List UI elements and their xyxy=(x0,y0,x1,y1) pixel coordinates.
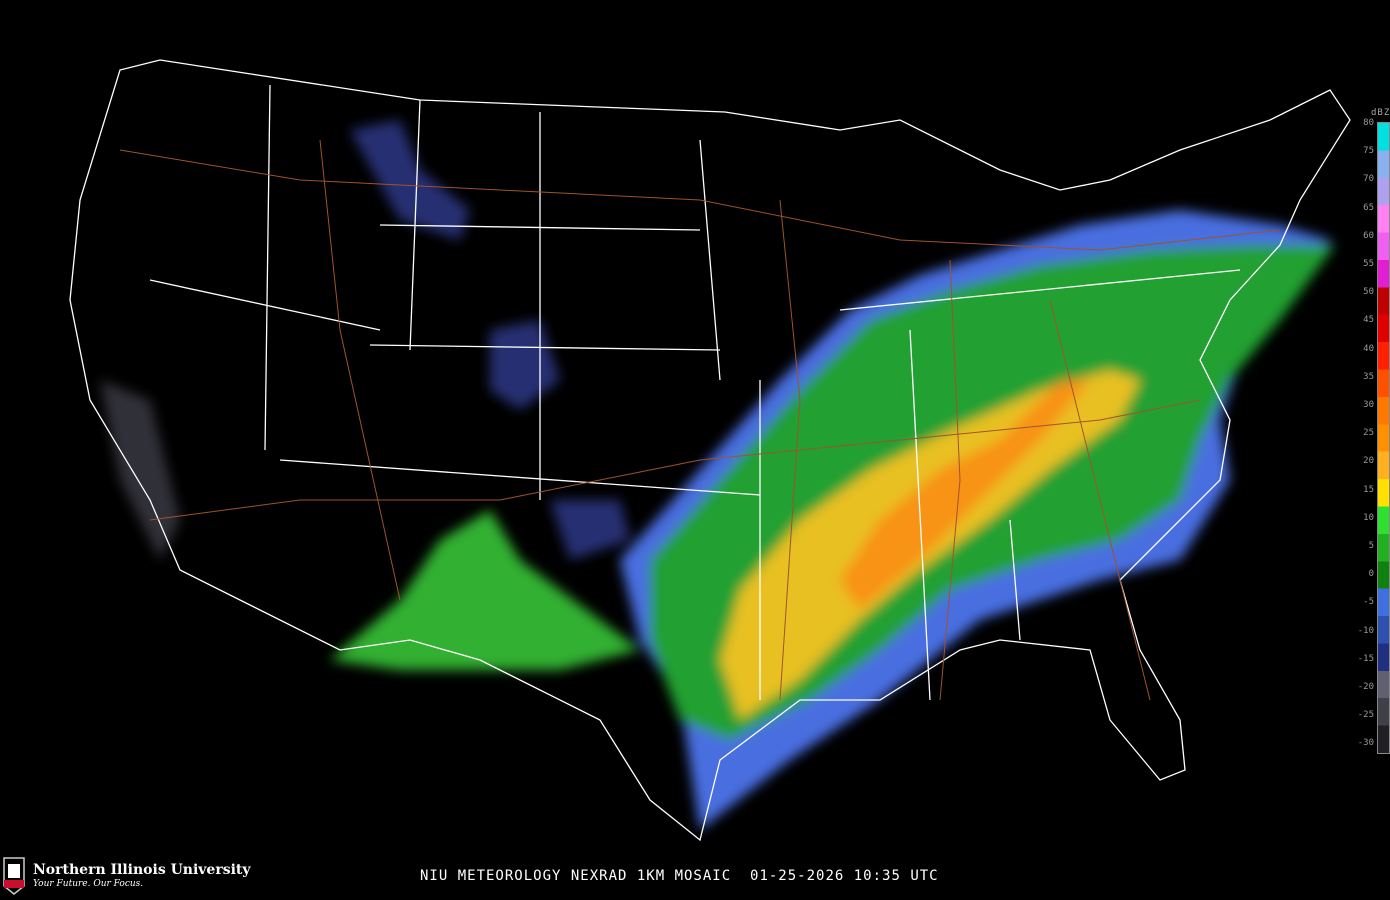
caption-source: NIU METEOROLOGY NEXRAD 1KM MOSAIC xyxy=(420,868,732,884)
legend-tick: 35 xyxy=(1363,371,1374,382)
legend-tick: 80 xyxy=(1363,118,1374,128)
dbz-legend: dBZ 80 75 70 65 60 55 50 45 40 35 30 25 20 15 10 5 0 -5 -1… xyxy=(1350,108,1390,758)
highways xyxy=(119,139,1281,701)
legend-tick: -15 xyxy=(1357,653,1374,664)
caption-time: 10:35 UTC xyxy=(853,868,939,884)
legend-tick: -25 xyxy=(1357,710,1374,721)
legend-tick: 30 xyxy=(1363,400,1374,410)
legend-tick: 20 xyxy=(1363,456,1374,467)
legend-tick: 5 xyxy=(1368,541,1374,551)
legend-tick: 25 xyxy=(1363,428,1374,439)
legend-tick: 45 xyxy=(1363,315,1374,326)
legend-tick: 55 xyxy=(1363,259,1374,269)
legend-tick: -20 xyxy=(1357,682,1374,692)
niu-shield-icon xyxy=(3,857,25,895)
legend-tick: 75 xyxy=(1363,146,1374,157)
university-tagline: Your Future. Our Focus. xyxy=(33,879,144,889)
radar-echoes xyxy=(100,120,1335,830)
map-caption: NIU METEOROLOGY NEXRAD 1KM MOSAIC 01-25-… xyxy=(420,868,939,884)
echo-nw-blue xyxy=(350,120,630,560)
echo-orange xyxy=(840,380,1090,610)
color-scale-bar xyxy=(1377,122,1390,754)
legend-tick: -5 xyxy=(1363,597,1374,608)
caption-date: 01-25-2026 xyxy=(750,868,845,884)
university-name: Northern Illinois University xyxy=(33,862,251,878)
echo-sw-green xyxy=(330,510,640,670)
legend-tick: 50 xyxy=(1363,287,1374,298)
legend-tick: 0 xyxy=(1368,569,1374,580)
legend-tick: 60 xyxy=(1363,230,1374,241)
legend-tick: -10 xyxy=(1357,625,1374,636)
echo-west-gray xyxy=(100,380,180,560)
legend-tick: 10 xyxy=(1363,512,1374,523)
legend-tick: 70 xyxy=(1363,174,1374,185)
us-outline xyxy=(69,59,1351,842)
legend-tick: 65 xyxy=(1363,202,1374,213)
legend-tick: 15 xyxy=(1363,484,1374,495)
legend-unit: dBZ xyxy=(1371,108,1390,118)
niu-logo: Northern Illinois University Your Future… xyxy=(2,856,251,896)
legend-tick: -30 xyxy=(1357,738,1374,749)
legend-tick: 40 xyxy=(1363,343,1374,354)
